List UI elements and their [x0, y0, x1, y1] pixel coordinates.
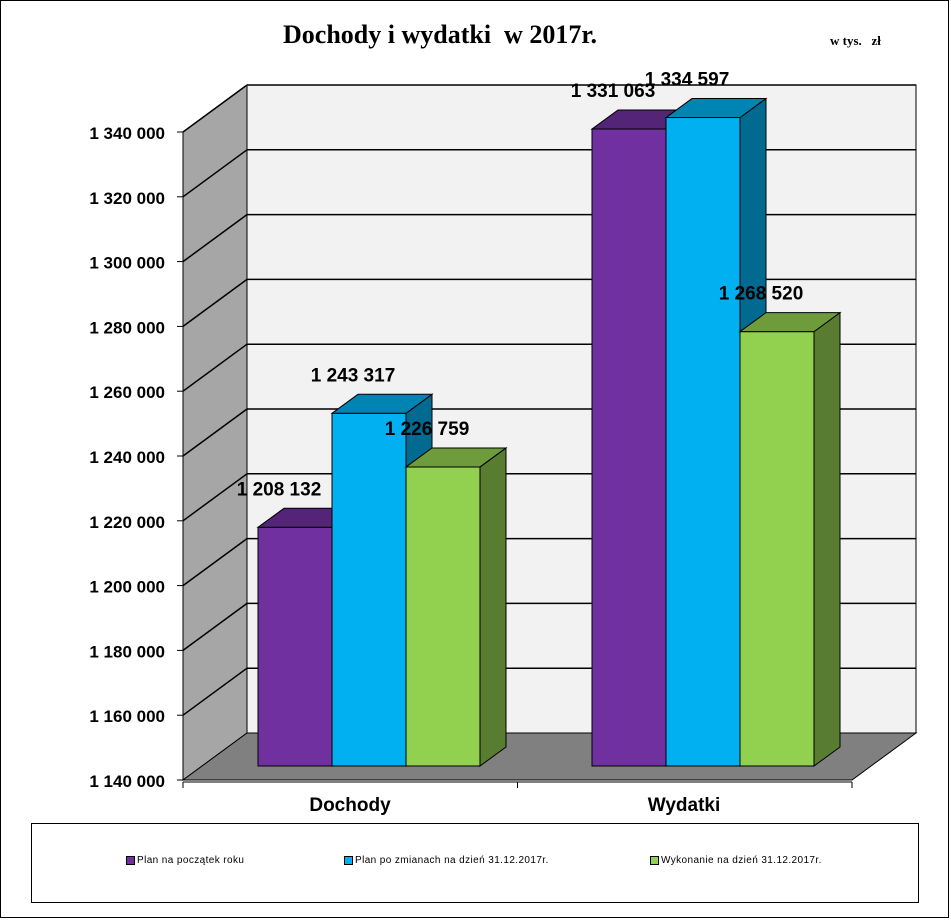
- bar-front: [331, 412, 407, 767]
- data-label: 1 334 597: [645, 70, 730, 91]
- bar-top: [330, 393, 434, 414]
- bar-top: [664, 98, 768, 119]
- gridline-side: [182, 473, 248, 522]
- bar-front: [739, 331, 815, 767]
- x-category-label: Dochody: [309, 795, 391, 816]
- gridline-side: [182, 149, 248, 198]
- bar-top: [404, 447, 508, 468]
- bar-side: [813, 311, 841, 767]
- legend: Plan na początek roku Plan po zmianach n…: [31, 823, 919, 903]
- gridline-side: [182, 84, 248, 133]
- data-label: 1 208 132: [237, 479, 322, 500]
- y-tick-label: 1 140 000: [89, 772, 165, 791]
- gridline-side: [182, 213, 248, 263]
- y-tick-label: 1 340 000: [89, 124, 165, 143]
- legend-swatch-plan-start: [126, 856, 135, 865]
- y-tick-label: 1 300 000: [89, 254, 165, 273]
- data-label: 1 268 520: [719, 284, 804, 305]
- bar-front: [591, 128, 667, 767]
- bar-front: [665, 117, 741, 767]
- gridline-side: [182, 602, 248, 652]
- bar-front: [257, 526, 333, 767]
- legend-label-plan-start: Plan na początek roku: [137, 855, 245, 866]
- y-tick-label: 1 260 000: [89, 383, 165, 402]
- data-label: 1 331 063: [571, 81, 656, 102]
- bar-front: [405, 466, 481, 767]
- data-label: 1 226 759: [385, 419, 470, 440]
- gridline-side: [182, 667, 248, 716]
- y-tick-label: 1 220 000: [89, 513, 165, 532]
- legend-swatch-execution: [650, 856, 659, 865]
- gridline-side: [182, 278, 248, 328]
- legend-item-plan-changed: Plan po zmianach na dzień 31.12.2017r.: [344, 855, 549, 866]
- legend-label-execution: Wykonanie na dzień 31.12.2017r.: [661, 855, 822, 866]
- x-category-label: Wydatki: [648, 795, 721, 816]
- y-tick-label: 1 320 000: [89, 189, 165, 208]
- bar-dochody-3: [404, 446, 508, 767]
- y-tick-label: 1 180 000: [89, 642, 165, 661]
- unit-label: w tys. zł: [830, 33, 881, 48]
- y-tick-label: 1 240 000: [89, 448, 165, 467]
- y-tick-label: 1 200 000: [89, 578, 165, 597]
- gridline-side: [182, 343, 248, 392]
- y-tick-label: 1 280 000: [89, 318, 165, 337]
- bar-wydatki-3: [738, 311, 842, 767]
- gridline-side: [182, 537, 248, 587]
- legend-item-plan-start: Plan na początek roku: [126, 855, 244, 866]
- bar-side: [479, 446, 507, 767]
- legend-item-execution: Wykonanie na dzień 31.12.2017r.: [650, 855, 822, 866]
- legend-swatch-plan-changed: [344, 856, 353, 865]
- chart-title: Dochody i wydatki w 2017r.: [283, 20, 597, 49]
- bar-top: [738, 312, 842, 333]
- bar-chart-3d: 1 140 000 1 160 000 1 180 000 1 200 000 1 22…: [89, 70, 918, 816]
- data-label: 1 243 317: [311, 365, 396, 386]
- y-tick-label: 1 160 000: [89, 707, 165, 726]
- gridline-side: [182, 408, 248, 457]
- legend-label-plan-changed: Plan po zmianach na dzień 31.12.2017r.: [355, 855, 549, 866]
